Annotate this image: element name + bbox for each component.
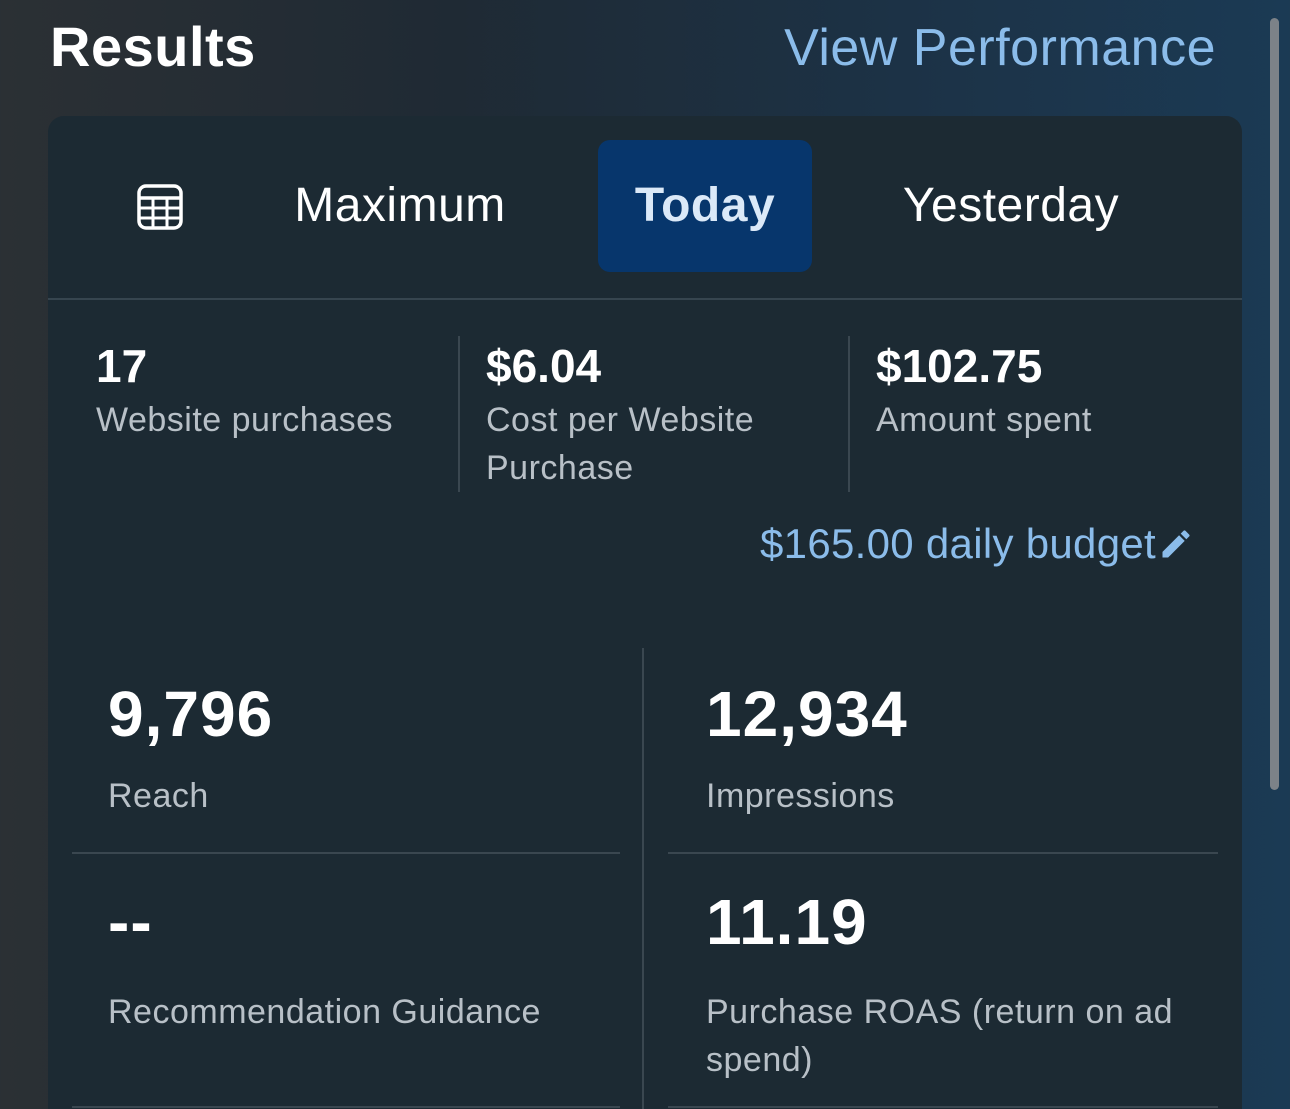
stat-label: Cost per Website Purchase xyxy=(486,401,755,487)
metric-label: Recommendation Guidance xyxy=(108,993,541,1031)
metric-label: Reach xyxy=(108,777,209,815)
daily-budget-text: $165.00 daily budget xyxy=(760,520,1156,567)
daily-budget-link[interactable]: $165.00 daily budget xyxy=(760,520,1194,568)
stat-value: $102.75 xyxy=(876,340,1043,392)
stat-value: $6.04 xyxy=(486,340,602,392)
divider xyxy=(458,336,460,492)
date-range-tabs: Maximum Today Yesterday xyxy=(48,116,1242,300)
stat-label: Amount spent xyxy=(876,401,1092,439)
view-performance-link[interactable]: View Performance xyxy=(784,19,1216,77)
metric-value: -- xyxy=(108,886,153,958)
tab-yesterday[interactable]: Yesterday xyxy=(902,179,1120,232)
stat-label: Website purchases xyxy=(96,401,394,439)
divider xyxy=(72,1106,620,1108)
metric-impressions: 12,934 Impressions xyxy=(706,674,1226,820)
stat-website-purchases: 17 Website purchases xyxy=(96,336,456,444)
divider xyxy=(668,1106,1218,1108)
metric-value: 9,796 xyxy=(108,678,274,750)
divider xyxy=(668,852,1218,854)
stat-value: 17 xyxy=(96,340,148,392)
metric-reach: 9,796 Reach xyxy=(108,674,628,820)
tab-today[interactable]: Today xyxy=(598,140,812,272)
pencil-icon xyxy=(1162,530,1190,558)
stat-amount-spent: $102.75 Amount spent xyxy=(876,336,1196,444)
results-card: Maximum Today Yesterday 17 Website purch… xyxy=(48,116,1242,1109)
metric-label: Purchase ROAS (return on ad spend) xyxy=(706,993,1174,1079)
divider xyxy=(642,648,644,1109)
metric-recommendation-guidance: -- Recommendation Guidance xyxy=(108,882,628,1036)
stat-cost-per-purchase: $6.04 Cost per Website Purchase xyxy=(486,336,826,492)
metric-label: Impressions xyxy=(706,777,895,815)
scrollbar[interactable] xyxy=(1270,18,1279,790)
metric-value: 12,934 xyxy=(706,678,908,750)
metric-purchase-roas: 11.19 Purchase ROAS (return on ad spend) xyxy=(706,882,1186,1084)
divider xyxy=(848,336,850,492)
calendar-grid-icon[interactable] xyxy=(136,183,184,231)
divider xyxy=(72,852,620,854)
metric-value: 11.19 xyxy=(706,886,868,958)
tab-maximum[interactable]: Maximum xyxy=(294,179,506,232)
page-title: Results xyxy=(50,15,256,78)
